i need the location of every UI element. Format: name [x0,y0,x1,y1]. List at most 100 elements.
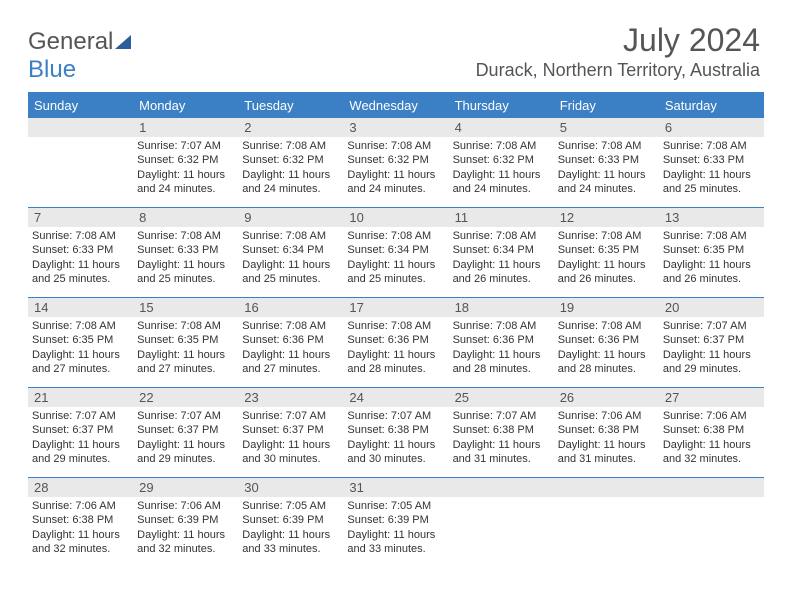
calendar-day-cell: 14Sunrise: 7:08 AMSunset: 6:35 PMDayligh… [28,297,133,387]
logo-word2: Blue [28,56,76,83]
day-number: 30 [238,477,343,497]
calendar-day-cell [449,477,554,567]
day-number: 6 [659,117,764,137]
day-number: 26 [554,387,659,407]
calendar-day-cell: 10Sunrise: 7:08 AMSunset: 6:34 PMDayligh… [343,207,448,297]
calendar-day-cell: 16Sunrise: 7:08 AMSunset: 6:36 PMDayligh… [238,297,343,387]
calendar-day-cell: 22Sunrise: 7:07 AMSunset: 6:37 PMDayligh… [133,387,238,477]
logo-word1: General [28,28,113,55]
day-content: Sunrise: 7:08 AMSunset: 6:36 PMDaylight:… [449,317,554,380]
day-number: 29 [133,477,238,497]
day-header: Wednesday [343,93,448,117]
day-content: Sunrise: 7:08 AMSunset: 6:32 PMDaylight:… [238,137,343,200]
day-number: 14 [28,297,133,317]
day-content: Sunrise: 7:08 AMSunset: 6:33 PMDaylight:… [554,137,659,200]
calendar-week-row: 21Sunrise: 7:07 AMSunset: 6:37 PMDayligh… [28,387,764,477]
calendar-day-cell: 26Sunrise: 7:06 AMSunset: 6:38 PMDayligh… [554,387,659,477]
day-number: 16 [238,297,343,317]
calendar-day-cell: 4Sunrise: 7:08 AMSunset: 6:32 PMDaylight… [449,117,554,207]
day-content: Sunrise: 7:05 AMSunset: 6:39 PMDaylight:… [238,497,343,560]
day-number: 10 [343,207,448,227]
calendar-day-cell: 18Sunrise: 7:08 AMSunset: 6:36 PMDayligh… [449,297,554,387]
day-content: Sunrise: 7:08 AMSunset: 6:35 PMDaylight:… [554,227,659,290]
calendar-day-cell: 11Sunrise: 7:08 AMSunset: 6:34 PMDayligh… [449,207,554,297]
day-header: Monday [133,93,238,117]
day-content: Sunrise: 7:06 AMSunset: 6:38 PMDaylight:… [28,497,133,560]
calendar-day-cell: 20Sunrise: 7:07 AMSunset: 6:37 PMDayligh… [659,297,764,387]
calendar-day-cell: 5Sunrise: 7:08 AMSunset: 6:33 PMDaylight… [554,117,659,207]
day-number: 13 [659,207,764,227]
day-content: Sunrise: 7:08 AMSunset: 6:36 PMDaylight:… [343,317,448,380]
calendar-day-cell: 23Sunrise: 7:07 AMSunset: 6:37 PMDayligh… [238,387,343,477]
day-number: 2 [238,117,343,137]
day-number: 15 [133,297,238,317]
day-content: Sunrise: 7:06 AMSunset: 6:38 PMDaylight:… [554,407,659,470]
day-content: Sunrise: 7:08 AMSunset: 6:35 PMDaylight:… [28,317,133,380]
day-header: Sunday [28,93,133,117]
calendar-week-row: 7Sunrise: 7:08 AMSunset: 6:33 PMDaylight… [28,207,764,297]
day-content: Sunrise: 7:08 AMSunset: 6:36 PMDaylight:… [238,317,343,380]
day-content: Sunrise: 7:06 AMSunset: 6:38 PMDaylight:… [659,407,764,470]
day-content: Sunrise: 7:08 AMSunset: 6:33 PMDaylight:… [659,137,764,200]
day-content: Sunrise: 7:07 AMSunset: 6:38 PMDaylight:… [449,407,554,470]
calendar-day-cell: 30Sunrise: 7:05 AMSunset: 6:39 PMDayligh… [238,477,343,567]
day-header: Thursday [449,93,554,117]
day-content: Sunrise: 7:08 AMSunset: 6:32 PMDaylight:… [449,137,554,200]
day-number: 11 [449,207,554,227]
day-number-empty [449,477,554,497]
day-number: 22 [133,387,238,407]
location-subtitle: Durack, Northern Territory, Australia [476,60,760,81]
calendar-day-cell: 15Sunrise: 7:08 AMSunset: 6:35 PMDayligh… [133,297,238,387]
calendar-day-cell: 29Sunrise: 7:06 AMSunset: 6:39 PMDayligh… [133,477,238,567]
calendar-day-cell: 9Sunrise: 7:08 AMSunset: 6:34 PMDaylight… [238,207,343,297]
day-content: Sunrise: 7:08 AMSunset: 6:35 PMDaylight:… [659,227,764,290]
day-number: 27 [659,387,764,407]
day-number-empty [554,477,659,497]
calendar-day-cell: 17Sunrise: 7:08 AMSunset: 6:36 PMDayligh… [343,297,448,387]
day-number: 20 [659,297,764,317]
day-content: Sunrise: 7:07 AMSunset: 6:37 PMDaylight:… [238,407,343,470]
calendar-day-cell: 27Sunrise: 7:06 AMSunset: 6:38 PMDayligh… [659,387,764,477]
calendar-day-cell: 13Sunrise: 7:08 AMSunset: 6:35 PMDayligh… [659,207,764,297]
day-content: Sunrise: 7:08 AMSunset: 6:33 PMDaylight:… [28,227,133,290]
day-content: Sunrise: 7:06 AMSunset: 6:39 PMDaylight:… [133,497,238,560]
calendar-day-cell: 25Sunrise: 7:07 AMSunset: 6:38 PMDayligh… [449,387,554,477]
logo: General Blue [28,28,131,84]
calendar-day-cell: 7Sunrise: 7:08 AMSunset: 6:33 PMDaylight… [28,207,133,297]
day-content: Sunrise: 7:05 AMSunset: 6:39 PMDaylight:… [343,497,448,560]
day-number-empty [28,117,133,137]
day-number: 17 [343,297,448,317]
day-number: 5 [554,117,659,137]
day-number: 19 [554,297,659,317]
day-number-empty [659,477,764,497]
day-header: Friday [554,93,659,117]
day-content: Sunrise: 7:08 AMSunset: 6:33 PMDaylight:… [133,227,238,290]
calendar-day-cell: 6Sunrise: 7:08 AMSunset: 6:33 PMDaylight… [659,117,764,207]
day-number: 1 [133,117,238,137]
day-header: Saturday [659,93,764,117]
calendar-table: SundayMondayTuesdayWednesdayThursdayFrid… [28,92,764,567]
day-number: 4 [449,117,554,137]
day-content: Sunrise: 7:08 AMSunset: 6:32 PMDaylight:… [343,137,448,200]
calendar-day-cell: 2Sunrise: 7:08 AMSunset: 6:32 PMDaylight… [238,117,343,207]
day-number: 31 [343,477,448,497]
calendar-day-cell: 8Sunrise: 7:08 AMSunset: 6:33 PMDaylight… [133,207,238,297]
day-header: Tuesday [238,93,343,117]
calendar-day-cell: 12Sunrise: 7:08 AMSunset: 6:35 PMDayligh… [554,207,659,297]
calendar-day-cell: 28Sunrise: 7:06 AMSunset: 6:38 PMDayligh… [28,477,133,567]
calendar-body: 1Sunrise: 7:07 AMSunset: 6:32 PMDaylight… [28,117,764,567]
day-content: Sunrise: 7:07 AMSunset: 6:37 PMDaylight:… [28,407,133,470]
day-number: 23 [238,387,343,407]
calendar-day-cell: 24Sunrise: 7:07 AMSunset: 6:38 PMDayligh… [343,387,448,477]
day-content: Sunrise: 7:08 AMSunset: 6:35 PMDaylight:… [133,317,238,380]
calendar-day-cell: 1Sunrise: 7:07 AMSunset: 6:32 PMDaylight… [133,117,238,207]
day-number: 28 [28,477,133,497]
calendar-day-cell: 3Sunrise: 7:08 AMSunset: 6:32 PMDaylight… [343,117,448,207]
calendar-day-cell [554,477,659,567]
day-number: 12 [554,207,659,227]
day-number: 8 [133,207,238,227]
day-number: 24 [343,387,448,407]
calendar-day-cell [28,117,133,207]
day-content: Sunrise: 7:08 AMSunset: 6:34 PMDaylight:… [238,227,343,290]
calendar-header-row: SundayMondayTuesdayWednesdayThursdayFrid… [28,93,764,117]
